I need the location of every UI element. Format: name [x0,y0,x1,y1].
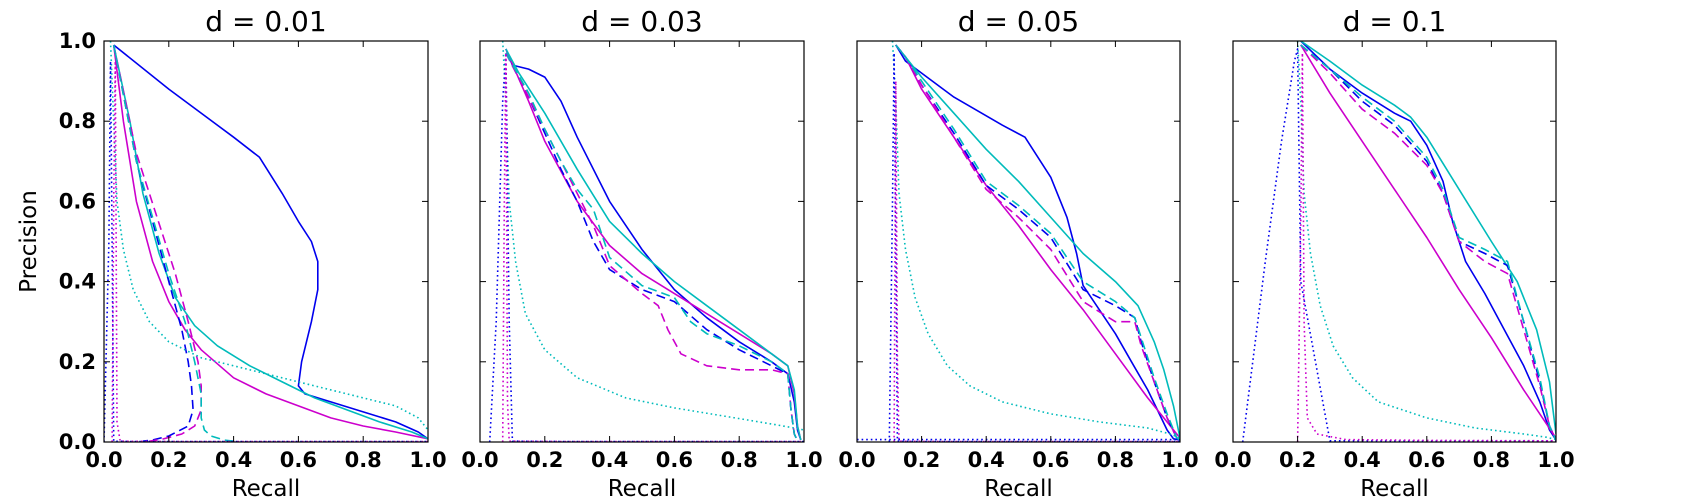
series-line-4-dashed [895,44,1180,441]
panel-title: d = 0.05 [958,5,1079,38]
chart-panel-2: 0.0 0.2 0.4 0.6 0.8 1.0 d = 0.03 Recall [461,5,822,500]
series-line-8-dotted [1241,48,1556,442]
series-group [104,41,428,442]
y-axis-label: Precision [16,190,42,293]
x-tick-label: 0.0 [838,448,875,472]
x-tick-label: 0.4 [968,448,1005,472]
x-tick-label: 0.6 [656,448,693,472]
series-line-2-solid [895,44,1180,439]
x-tick-label: 0.8 [721,448,758,472]
series-line-2-solid [505,48,802,441]
series-line-7-dotted [109,41,428,431]
panel-title: d = 0.03 [581,5,702,38]
x-tick-label: 1.0 [1537,448,1574,472]
series-line-2-solid [1300,44,1556,439]
y-tick-label: 0.6 [59,189,96,213]
series-line-3-solid [112,44,428,440]
series-line-7-dotted [1296,41,1556,441]
x-tick-label: 0.2 [526,448,563,472]
panel-title: d = 0.1 [1343,5,1447,38]
y-tick-label: 0.2 [59,350,96,374]
series-line-6-dashed [895,44,1180,441]
chart-panel-4: 0.0 0.2 0.4 0.6 0.8 1.0 d = 0.1 Recall [1214,5,1574,500]
x-tick-label: 0.6 [1032,448,1069,472]
series-line-6-dashed [112,44,234,442]
series-group [1241,41,1556,442]
series-line-8-dotted [104,60,428,442]
series-line-8-dotted [488,52,804,442]
x-tick-label: 0.2 [150,448,187,472]
x-axis-label: Recall [1360,476,1429,500]
series-line-5-dashed [895,44,1180,441]
series-line-6-dashed [1300,44,1556,441]
series-line-1-solid [505,48,802,441]
series-line-3-solid [1300,41,1556,435]
chart-panel-1: 0.0 0.2 0.4 0.6 0.8 1.0 0.0 0.2 0.4 0.6 0.8 1.0 d = … [16,5,447,500]
x-tick-label: 0.8 [1097,448,1134,472]
series-line-4-dashed [112,44,194,442]
series-line-3-solid [895,44,1180,439]
x-axis-label: Recall [608,476,677,500]
series-line-7-dotted [501,41,804,431]
x-tick-label: 0.4 [1344,448,1381,472]
series-line-3-solid [505,48,802,441]
series-line-1-solid [895,44,1180,441]
series-line-9-dotted [111,60,428,442]
x-tick-label: 0.2 [1279,448,1316,472]
y-tick-label: 0.8 [59,109,96,133]
x-tick-label: 0.0 [85,448,122,472]
series-line-7-dotted [891,41,1180,439]
x-tick-label: 0.6 [1408,448,1445,472]
x-tick-label: 1.0 [785,448,822,472]
x-tick-label: 0.4 [215,448,252,472]
x-tick-label: 0.2 [903,448,940,472]
series-line-4-dashed [505,52,799,442]
x-tick-label: 0.4 [591,448,628,472]
series-line-1-solid [1300,41,1556,441]
panel-title: d = 0.01 [205,5,326,38]
plot-frame [479,40,805,443]
x-tick-label: 1.0 [1161,448,1198,472]
x-tick-label: 0.8 [1473,448,1510,472]
plot-frame [103,40,429,443]
x-tick-label: 1.0 [409,448,446,472]
series-line-6-dashed [505,52,799,442]
y-tick-label: 0.4 [59,270,96,294]
series-line-9-dotted [893,80,1180,442]
plot-frame [856,40,1181,443]
series-line-5-dashed [505,52,799,442]
y-tick-label: 0.0 [59,430,96,454]
series-line-9-dotted [1296,52,1556,442]
plot-frame [1232,40,1557,443]
x-tick-label: 0.6 [280,448,317,472]
x-tick-label: 0.8 [345,448,382,472]
series-line-5-dashed [1300,44,1556,441]
series-line-2-solid [112,44,428,440]
x-axis-label: Recall [984,476,1053,500]
x-tick-label: 0.0 [1214,448,1251,472]
series-group [857,41,1180,442]
chart-panel-3: 0.0 0.2 0.4 0.6 0.8 1.0 d = 0.05 Recall [838,5,1198,500]
series-group [488,41,804,442]
series-line-5-dashed [112,44,202,442]
series-line-1-solid [113,44,428,440]
x-axis-label: Recall [232,476,301,500]
x-tick-label: 0.0 [461,448,498,472]
series-line-9-dotted [501,52,804,442]
y-tick-label: 1.0 [59,29,96,53]
